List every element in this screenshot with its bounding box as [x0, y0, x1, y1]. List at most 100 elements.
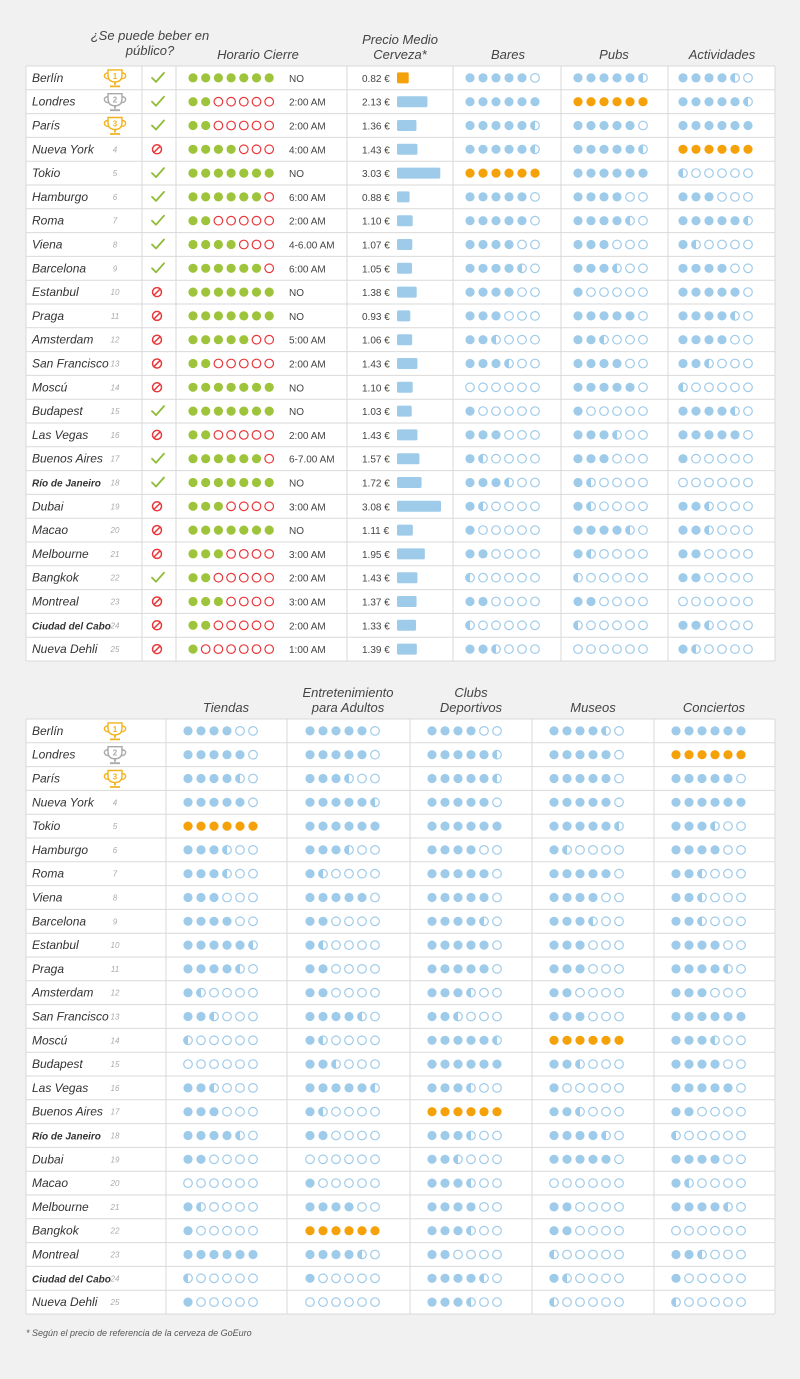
rating-adultos: [305, 1106, 380, 1117]
dot-full: [427, 964, 437, 974]
dot-full: [710, 726, 720, 736]
dot-half: [697, 893, 702, 902]
dot-full: [196, 869, 206, 879]
rating-museos: [549, 964, 624, 974]
dot-empty: [491, 453, 501, 464]
dot-empty: [517, 477, 527, 488]
dot-full: [427, 1130, 437, 1141]
dot-empty: [478, 620, 488, 631]
dot-full: [183, 797, 193, 807]
rating-pubs: [573, 644, 648, 654]
dot-empty: [612, 501, 622, 512]
dot-full: [691, 620, 701, 630]
dot-full: [599, 97, 609, 107]
dot-empty: [235, 1154, 245, 1165]
header-adultos: Entretenimiento: [302, 685, 393, 700]
dot-empty: [723, 940, 733, 950]
closing-dot-empty: [264, 572, 275, 583]
rating-bares: [465, 406, 540, 417]
rating-bares: [465, 97, 540, 107]
dot-empty: [599, 644, 609, 654]
dot-full: [549, 1273, 559, 1283]
closing-time: NO: [289, 407, 304, 418]
prohibited-icon: [151, 620, 163, 631]
dot-half: [235, 1131, 240, 1140]
dot-full: [491, 144, 501, 154]
price-bar: [397, 143, 418, 155]
dot-full: [370, 1226, 380, 1236]
dot-full: [222, 1130, 232, 1141]
dot-empty: [710, 868, 720, 879]
rating-conciertos: [671, 773, 746, 784]
dot-full: [612, 73, 622, 83]
dot-full: [697, 988, 707, 998]
dot-empty: [492, 940, 502, 950]
dot-empty: [235, 845, 245, 855]
dot-empty: [235, 1106, 245, 1117]
price-bar: [397, 358, 418, 369]
dot-full: [478, 192, 488, 202]
closing-dot-full: [201, 168, 211, 178]
dot-empty: [638, 572, 648, 583]
dot-empty: [517, 358, 527, 369]
price-bar: [397, 239, 413, 250]
dot-full: [344, 726, 354, 736]
dot-full: [479, 869, 489, 879]
dot-full: [671, 1273, 681, 1283]
dot-full: [209, 1249, 219, 1260]
dot-half: [479, 917, 484, 926]
dot-full: [222, 940, 232, 950]
dot-full: [562, 1035, 572, 1045]
dot-full: [575, 750, 585, 760]
rating-pubs: [573, 168, 648, 178]
price-bar: [397, 286, 417, 298]
dot-empty: [530, 644, 540, 654]
dot-half: [704, 359, 709, 368]
rating-museos: [549, 1273, 624, 1284]
dot-half: [704, 621, 709, 630]
dot-half: [730, 73, 735, 83]
closing-dot-full: [213, 239, 223, 250]
dot-full: [305, 797, 315, 807]
dot-empty: [370, 1106, 380, 1117]
dot-full: [491, 73, 501, 83]
rating-actividades: [678, 430, 753, 440]
dot-full: [504, 144, 514, 154]
dot-full: [678, 144, 688, 154]
dot-full: [453, 773, 463, 784]
rating-museos: [549, 1059, 624, 1069]
dot-empty: [504, 334, 514, 345]
dot-half: [453, 1012, 458, 1021]
dot-full: [573, 168, 583, 178]
rank-number: 11: [111, 312, 119, 321]
closing-dot-empty: [238, 572, 249, 583]
dot-empty: [305, 1297, 315, 1307]
rating-bares: [465, 572, 540, 583]
dot-full: [440, 1249, 450, 1260]
dot-empty: [586, 620, 596, 631]
dot-empty: [479, 1178, 489, 1188]
dot-empty: [248, 1106, 258, 1117]
trophy-base: [110, 758, 120, 765]
dot-full: [678, 192, 688, 202]
dot-full: [588, 726, 598, 736]
dot-full: [612, 525, 622, 535]
header-museos: Museos: [570, 700, 616, 715]
rank-number: 19: [111, 1155, 120, 1164]
rating-actividades: [678, 549, 753, 559]
dot-empty: [736, 1178, 746, 1188]
dot-empty: [478, 406, 488, 417]
closing-dot-empty: [226, 572, 237, 583]
closing-dot-empty: [251, 501, 262, 512]
dot-full: [599, 382, 609, 392]
rating-museos: [549, 821, 624, 831]
dot-full: [305, 892, 315, 903]
check-icon: [151, 95, 165, 107]
closing-dot-full: [201, 358, 211, 369]
dot-empty: [248, 1059, 258, 1069]
dot-empty: [736, 1059, 746, 1069]
dot-full: [684, 869, 694, 879]
dot-empty: [614, 1082, 624, 1093]
dot-full: [440, 726, 450, 736]
dot-full: [562, 1059, 572, 1069]
